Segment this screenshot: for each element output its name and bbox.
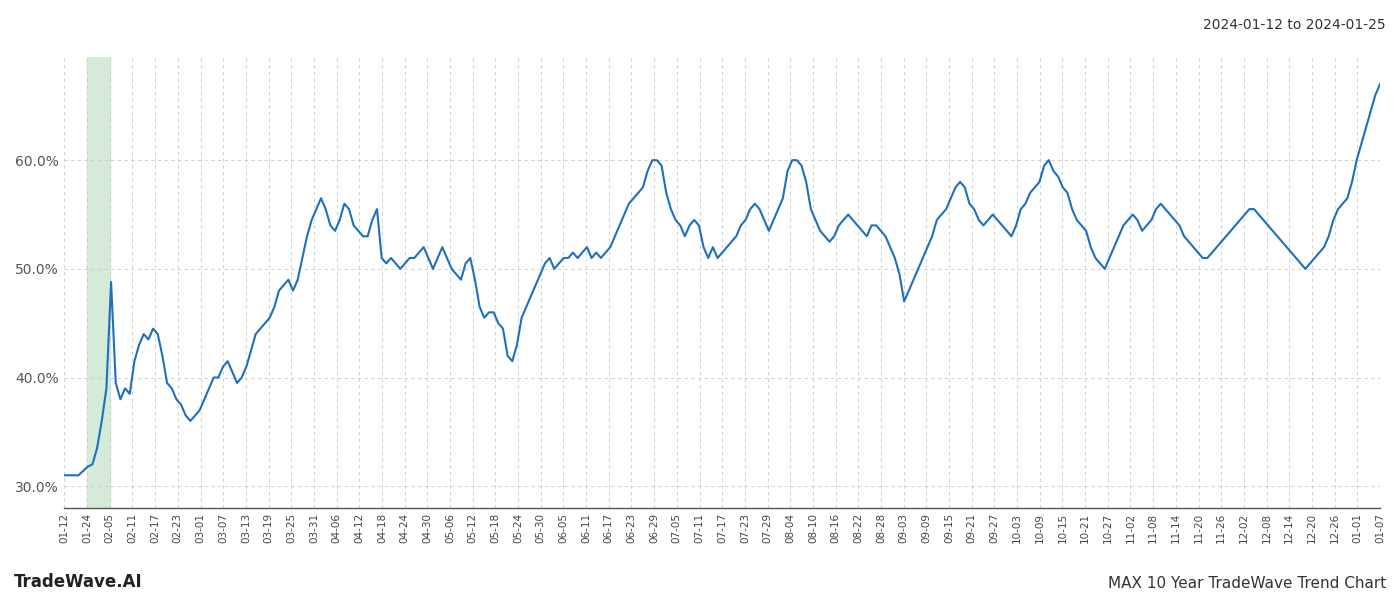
- Text: MAX 10 Year TradeWave Trend Chart: MAX 10 Year TradeWave Trend Chart: [1107, 576, 1386, 591]
- Text: 2024-01-12 to 2024-01-25: 2024-01-12 to 2024-01-25: [1204, 18, 1386, 32]
- Bar: [87, 57, 109, 508]
- Text: TradeWave.AI: TradeWave.AI: [14, 573, 143, 591]
